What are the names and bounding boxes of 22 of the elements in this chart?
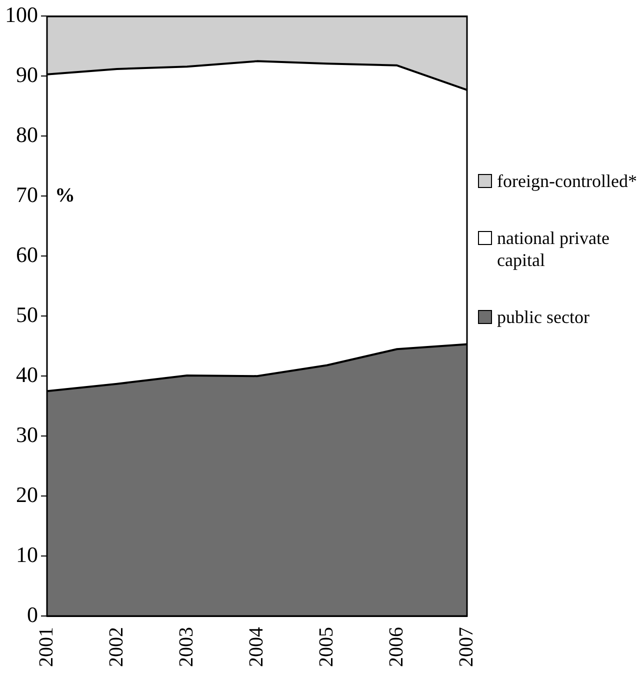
x-tick-label: 2005 <box>315 627 338 667</box>
y-tick-label: 60 <box>16 242 38 267</box>
y-tick-label: 20 <box>16 482 38 507</box>
y-tick-label: 30 <box>16 422 38 447</box>
x-tick-label: 2003 <box>175 627 198 667</box>
y-tick-label: 90 <box>16 62 38 87</box>
x-tick-label: 2007 <box>455 627 478 667</box>
y-tick-label: 0 <box>27 602 38 627</box>
legend-label: foreign-controlled* <box>497 170 637 192</box>
y-axis-title: % <box>55 184 75 206</box>
y-tick-label: 50 <box>16 302 38 327</box>
y-tick-label: 70 <box>16 182 38 207</box>
x-tick-label: 2006 <box>385 627 408 667</box>
x-tick-label: 2002 <box>105 627 128 667</box>
x-tick-label: 2001 <box>35 627 58 667</box>
legend-label: national private capital <box>497 226 610 272</box>
y-tick-label: 80 <box>16 122 38 147</box>
y-tick-label: 40 <box>16 362 38 387</box>
y-tick-label: 10 <box>16 542 38 567</box>
legend-label: public sector <box>497 306 590 328</box>
x-tick-label: 2004 <box>245 627 268 667</box>
y-tick-label: 100 <box>5 2 38 27</box>
